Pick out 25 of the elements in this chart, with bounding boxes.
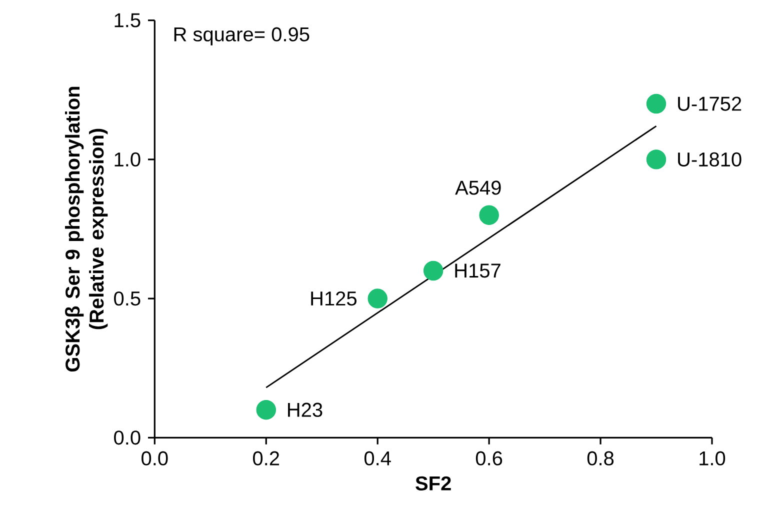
y-tick-label: 0.0 — [114, 430, 140, 445]
point — [368, 288, 388, 308]
x-tick-label: 1.0 — [700, 451, 726, 466]
point — [646, 94, 666, 114]
point — [479, 205, 499, 225]
annotation: U-1810 — [678, 152, 742, 167]
x-tick-label: 0.8 — [587, 451, 614, 466]
annotation: U-1752 — [678, 96, 742, 111]
x-axis-title: SF2 — [416, 476, 451, 490]
x-tick-label: 0.2 — [253, 451, 280, 466]
x-tick-label: 0.0 — [142, 451, 168, 466]
point — [646, 150, 666, 170]
x-tick-label: 0.4 — [364, 451, 391, 466]
x-tick-label: 0.6 — [476, 451, 502, 466]
y-tick-label: 1.0 — [114, 152, 140, 167]
y-tick-label: 0.5 — [114, 291, 140, 306]
annotation: A549 — [455, 180, 501, 195]
annotation: R square= 0.95 — [174, 27, 310, 46]
annotation: H23 — [288, 402, 322, 417]
y-axis-title: GSK3β Ser 9 phosphorylation (Relative expression) — [65, 86, 108, 372]
point — [423, 260, 444, 281]
point — [256, 400, 276, 420]
y-tick-label: 1.5 — [114, 13, 140, 28]
annotation: H125 — [311, 291, 356, 306]
annotation: H157 — [455, 264, 500, 278]
